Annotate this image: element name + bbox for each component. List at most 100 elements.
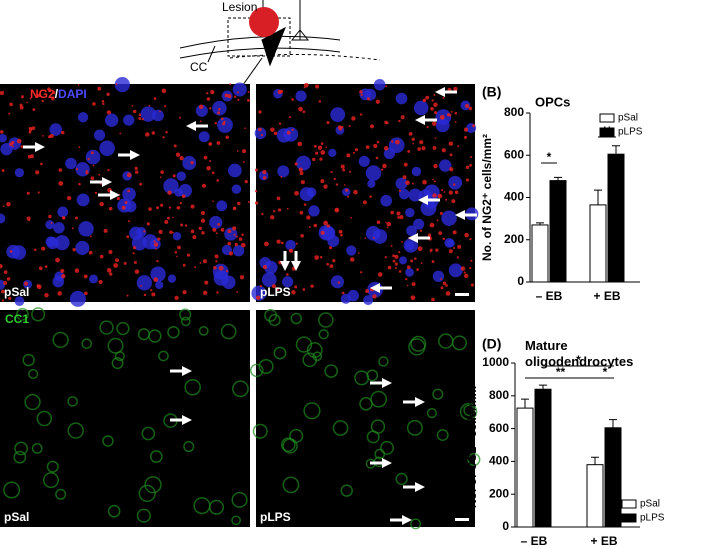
process [258, 127, 262, 132]
process [151, 292, 156, 297]
process [60, 268, 65, 274]
process [225, 135, 229, 140]
process [294, 162, 298, 166]
nucleus [228, 163, 242, 178]
x-tick-label: + EB [590, 534, 617, 548]
process [340, 233, 343, 237]
process [173, 144, 177, 148]
process [358, 252, 360, 254]
panel-label: (C) [3, 311, 22, 327]
cell [264, 308, 278, 322]
process [436, 219, 439, 222]
process [438, 195, 441, 198]
process [402, 175, 407, 180]
process [330, 171, 333, 174]
arrow [98, 190, 120, 200]
nucleus [420, 200, 437, 217]
process [364, 237, 367, 240]
process [469, 163, 472, 167]
process [1, 90, 6, 95]
process [385, 221, 388, 224]
process [448, 113, 452, 117]
process [51, 96, 55, 101]
process [276, 196, 281, 201]
process [365, 145, 370, 149]
process [313, 144, 317, 148]
process [150, 289, 153, 292]
process [211, 171, 215, 175]
process [338, 229, 343, 234]
nucleus [432, 270, 445, 283]
process [439, 211, 443, 215]
process [270, 127, 275, 132]
process [202, 259, 207, 264]
process [160, 203, 164, 207]
process [85, 169, 88, 172]
bar [586, 464, 604, 528]
nucleus [222, 275, 236, 290]
process [433, 163, 438, 169]
nucleus [195, 104, 208, 117]
process [405, 180, 410, 185]
process [443, 191, 446, 193]
bar [607, 153, 625, 283]
process [431, 297, 435, 302]
process [229, 83, 232, 86]
process [312, 157, 316, 162]
nucleus [167, 274, 177, 283]
arrow [408, 233, 430, 243]
legend-label: pLPS [618, 127, 643, 138]
process [396, 211, 401, 216]
nucleus [105, 113, 119, 127]
process [434, 111, 438, 115]
process [317, 145, 323, 150]
nucleus [413, 100, 429, 116]
process [429, 248, 433, 252]
process [431, 260, 435, 264]
process [172, 174, 176, 178]
process [123, 261, 127, 265]
process [398, 119, 401, 123]
process [359, 113, 363, 116]
cell [370, 390, 388, 408]
process [319, 255, 323, 259]
process [36, 284, 42, 290]
process [451, 199, 456, 204]
process [126, 172, 132, 178]
process [372, 294, 377, 299]
error-bar [539, 384, 547, 390]
cell [36, 410, 53, 427]
arrow [455, 210, 477, 220]
process [335, 183, 339, 186]
process [333, 177, 336, 181]
nucleus [232, 245, 245, 257]
process [244, 127, 246, 130]
process [302, 110, 306, 114]
arrow [170, 415, 192, 425]
nucleus [99, 140, 115, 157]
cell [295, 336, 313, 353]
process [412, 142, 414, 145]
process [429, 222, 435, 228]
process [198, 226, 202, 230]
process [165, 131, 168, 134]
process [215, 232, 218, 235]
process [394, 267, 397, 270]
cell [432, 388, 444, 400]
cell [220, 323, 237, 340]
process [103, 228, 108, 233]
nucleus [49, 123, 62, 136]
process [37, 94, 41, 98]
process [376, 220, 381, 224]
process [6, 277, 11, 281]
process [408, 131, 413, 136]
process [347, 195, 350, 198]
process [138, 117, 142, 120]
process [360, 271, 363, 274]
process [139, 182, 143, 186]
process [399, 215, 404, 220]
cell [179, 308, 192, 321]
cell [67, 422, 84, 439]
process [320, 150, 326, 155]
bar [534, 388, 552, 528]
